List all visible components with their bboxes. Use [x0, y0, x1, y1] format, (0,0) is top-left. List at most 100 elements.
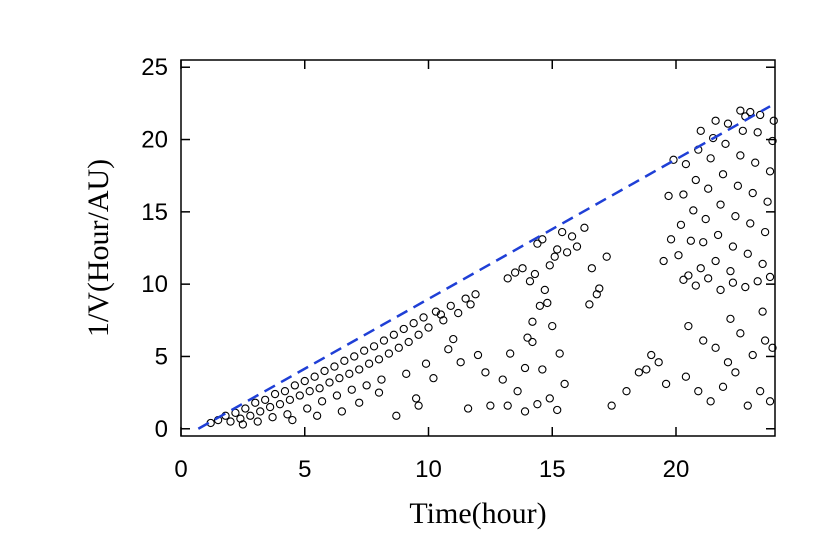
data-point [364, 359, 374, 368]
data-point [528, 317, 537, 326]
data-point [295, 391, 304, 400]
data-point [711, 116, 720, 125]
data-point [409, 319, 418, 328]
data-point [659, 256, 668, 266]
data-point [538, 365, 547, 374]
data-point [241, 404, 250, 413]
data-point [498, 375, 507, 384]
data-point [746, 107, 755, 117]
data-point [753, 128, 762, 137]
data-point [256, 407, 265, 416]
data-point [696, 126, 705, 136]
data-point [704, 184, 713, 193]
data-point [461, 294, 470, 303]
data-point [518, 264, 527, 273]
y-tick-label: 10 [141, 271, 168, 298]
data-point [585, 300, 594, 309]
y-axis-title: 1/V(Hour/AU) [82, 159, 115, 337]
data-point [622, 387, 631, 396]
data-point [669, 155, 678, 164]
data-point [355, 398, 364, 407]
data-point [545, 394, 554, 403]
data-points [206, 106, 778, 429]
data-point [716, 285, 725, 295]
data-point [679, 275, 688, 284]
data-point [528, 337, 537, 347]
data-point [726, 314, 735, 324]
data-point [320, 366, 329, 376]
data-point [226, 417, 235, 426]
data-point [676, 220, 686, 230]
y-tick-label: 25 [141, 54, 168, 81]
data-point [567, 232, 577, 241]
data-point [355, 365, 364, 374]
data-point [362, 381, 371, 390]
data-point [760, 227, 770, 237]
data-point [748, 188, 757, 198]
data-point [736, 106, 745, 115]
data-point [708, 133, 718, 143]
data-point [310, 372, 319, 381]
data-point [312, 411, 322, 420]
data-point [728, 242, 738, 251]
data-point [768, 136, 777, 146]
data-point [345, 369, 354, 378]
data-point [748, 350, 757, 360]
data-point [268, 413, 277, 422]
x-tick-label: 10 [415, 456, 442, 483]
data-point [305, 387, 314, 396]
data-point [751, 158, 760, 167]
data-point [701, 214, 710, 224]
plot-frame [180, 59, 776, 437]
data-point [394, 343, 403, 352]
data-point [503, 401, 512, 410]
data-point [558, 227, 567, 237]
data-point [246, 411, 255, 420]
data-point [402, 369, 411, 378]
data-point [572, 242, 582, 251]
data-point [503, 274, 512, 283]
data-point [642, 365, 651, 374]
data-point [399, 324, 408, 334]
data-point [684, 271, 693, 280]
data-point [736, 151, 745, 160]
data-point [716, 200, 725, 209]
data-point [325, 378, 334, 387]
x-tick-label: 15 [539, 456, 566, 483]
data-point [743, 249, 752, 258]
data-point [758, 259, 767, 269]
data-point [723, 358, 733, 367]
data-point [283, 410, 292, 419]
data-point [275, 400, 285, 409]
data-point [520, 363, 530, 373]
data-point [446, 301, 455, 310]
data-point [411, 394, 421, 403]
data-point [681, 159, 691, 169]
data-point [280, 387, 290, 396]
data-point [694, 387, 703, 396]
data-point [555, 349, 564, 358]
data-point [691, 281, 700, 290]
x-tick-label: 5 [298, 456, 311, 483]
data-point [359, 346, 369, 355]
data-point [543, 298, 552, 308]
data-point [486, 401, 495, 410]
data-point [419, 313, 428, 322]
data-point [560, 379, 569, 389]
data-point [429, 374, 438, 383]
data-point [538, 235, 547, 244]
data-point [721, 139, 730, 149]
data-point [253, 417, 262, 426]
data-point [347, 385, 356, 394]
data-point [454, 308, 463, 318]
data-point [535, 301, 545, 310]
data-point [731, 212, 740, 221]
data-point [436, 310, 446, 319]
data-point [350, 352, 359, 361]
data-point [562, 248, 572, 257]
data-point [607, 401, 616, 410]
data-point [674, 251, 683, 260]
data-point [265, 402, 275, 412]
x-axis-title: Time(hour) [409, 497, 546, 530]
data-point [466, 300, 475, 309]
